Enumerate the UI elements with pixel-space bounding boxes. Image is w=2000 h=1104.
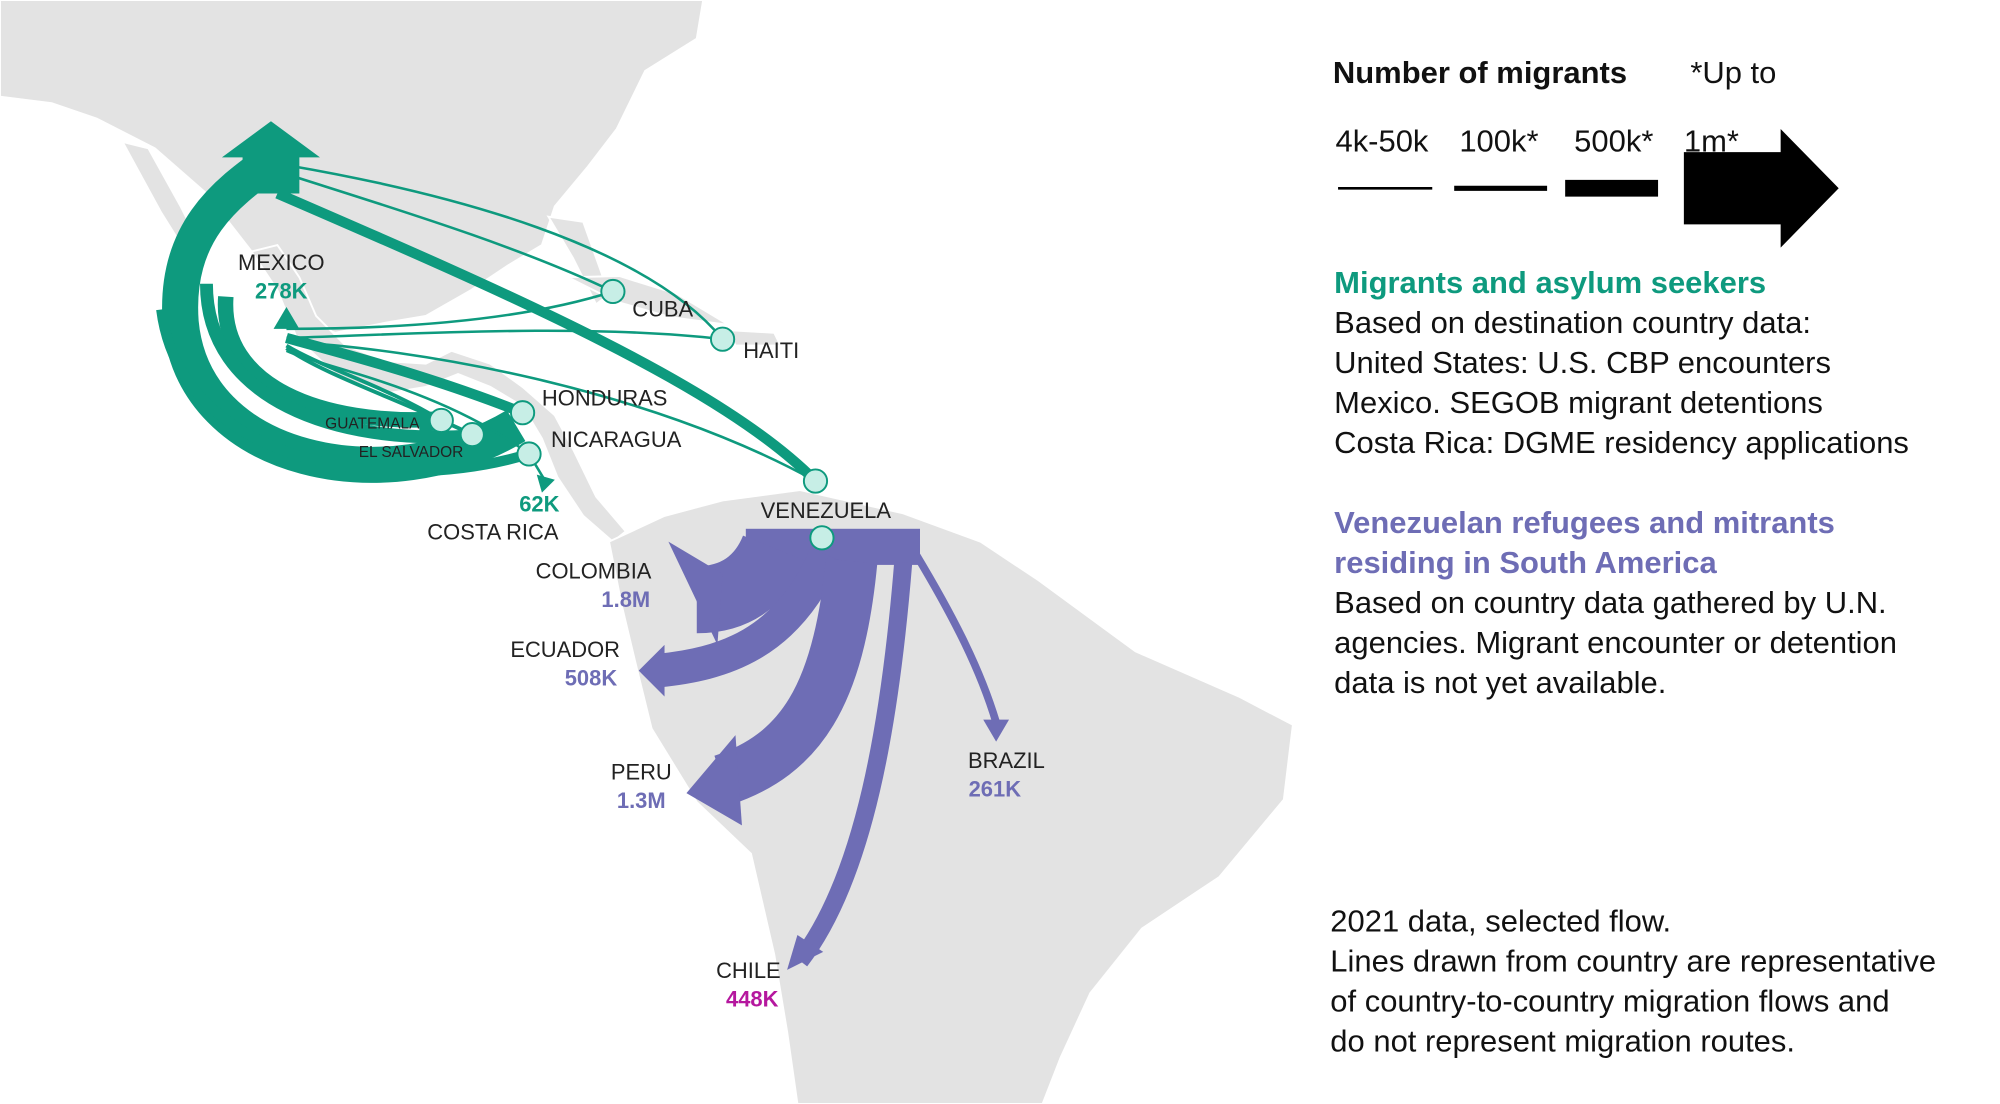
purple-flow <box>792 561 913 967</box>
green-flow <box>286 340 817 483</box>
green-flow <box>286 172 614 293</box>
north-america <box>0 0 705 334</box>
place-value: 508K <box>565 665 618 690</box>
place-name: EL SALVADOR <box>359 444 464 461</box>
footnote-line: of country-to-country migration flows an… <box>1330 984 1889 1019</box>
origin-circle <box>809 525 835 551</box>
green-flow <box>275 188 820 485</box>
section-line: Mexico. SEGOB migrant detentions <box>1334 385 1823 420</box>
legend-marks <box>1338 128 1839 248</box>
legend-size: 1m* <box>1684 123 1739 158</box>
section-title: Venezuelan refugees and mitrants <box>1334 505 1835 540</box>
place-name: NICARAGUA <box>551 427 682 452</box>
legend-size: 500k* <box>1574 123 1653 158</box>
origin-circle <box>802 468 829 494</box>
purple-arrowhead <box>686 735 742 826</box>
green-flow <box>217 296 440 428</box>
footnote-line: 2021 data, selected flow. <box>1330 904 1671 939</box>
place-value: 278K <box>255 279 308 304</box>
purple-arrowhead <box>638 644 665 697</box>
purple-flow <box>713 558 878 805</box>
green-flow <box>286 290 614 331</box>
labels: MEXICO 278K CUBA HAITI HONDURAS GUATEMALA EL S… <box>238 250 1045 1011</box>
place-name: MEXICO <box>238 250 325 275</box>
origin-circle <box>428 407 454 434</box>
green-flow <box>286 329 723 341</box>
purple-arrowhead <box>983 719 1010 742</box>
section-line: agencies. Migrant encounter or detention <box>1334 625 1897 660</box>
flows <box>156 121 1010 970</box>
purple-flow <box>656 547 842 688</box>
footnote-line: Lines drawn from country are representat… <box>1330 944 1936 979</box>
place-value: 1.3M <box>617 788 666 813</box>
mexico-central-america <box>250 243 628 543</box>
origin-circle <box>516 441 542 467</box>
mexico-arrowhead <box>273 306 300 329</box>
green-flow <box>285 343 443 423</box>
green-flow <box>285 332 525 418</box>
origin-circle <box>709 326 736 352</box>
legend-arrow <box>1683 128 1839 248</box>
green-flow <box>162 146 526 483</box>
place-value: 448K <box>726 987 779 1012</box>
section-line: Based on destination country data: <box>1334 305 1811 340</box>
section-title: Migrants and asylum seekers <box>1334 265 1766 300</box>
place-name: BRAZIL <box>968 748 1045 773</box>
legend-size: 100k* <box>1459 123 1538 158</box>
place-name: VENEZUELA <box>761 498 892 523</box>
footnote-line: do not represent migration routes. <box>1330 1024 1795 1059</box>
legend-title: Number of migrants <box>1333 55 1627 90</box>
place-name: CHILE <box>716 958 781 983</box>
green-flow <box>156 308 531 477</box>
place-name: COSTA RICA <box>427 520 559 545</box>
costarica-arrowhead <box>536 474 555 493</box>
origin-circle <box>459 422 485 448</box>
place-value: 1.8M <box>601 587 650 612</box>
place-name: HONDURAS <box>542 386 667 411</box>
place-name: GUATEMALA <box>325 415 420 432</box>
place-name: CUBA <box>632 297 693 322</box>
green-flow <box>285 349 530 456</box>
section-title: residing in South America <box>1334 545 1717 580</box>
section-line: United States: U.S. CBP encounters <box>1334 345 1831 380</box>
land <box>0 0 1294 1104</box>
place-name: ECUADOR <box>510 637 620 662</box>
purple-flow <box>912 552 1000 724</box>
text: Number of migrants *Up to 4k-50k 100k* 500k*… <box>1330 55 1936 1059</box>
section-line: data is not yet available. <box>1334 665 1666 700</box>
place-name: HAITI <box>743 338 799 363</box>
purple-arrowhead <box>787 935 824 970</box>
green-flow <box>286 163 724 341</box>
place-value: 261K <box>969 776 1022 801</box>
section-line: Costa Rica: DGME residency applications <box>1334 425 1909 460</box>
legend-size: 4k-50k <box>1335 123 1428 158</box>
section-line: Based on country data gathered by U.N. <box>1334 585 1886 620</box>
place-value: 62K <box>519 491 559 516</box>
origin-circle <box>510 400 536 426</box>
origin-circle <box>600 278 626 305</box>
place-name: PERU <box>611 760 672 785</box>
place-name: COLOMBIA <box>536 558 652 583</box>
legend-note: *Up to <box>1690 55 1776 90</box>
purple-arrowhead <box>668 541 723 645</box>
green-flow <box>200 283 472 444</box>
